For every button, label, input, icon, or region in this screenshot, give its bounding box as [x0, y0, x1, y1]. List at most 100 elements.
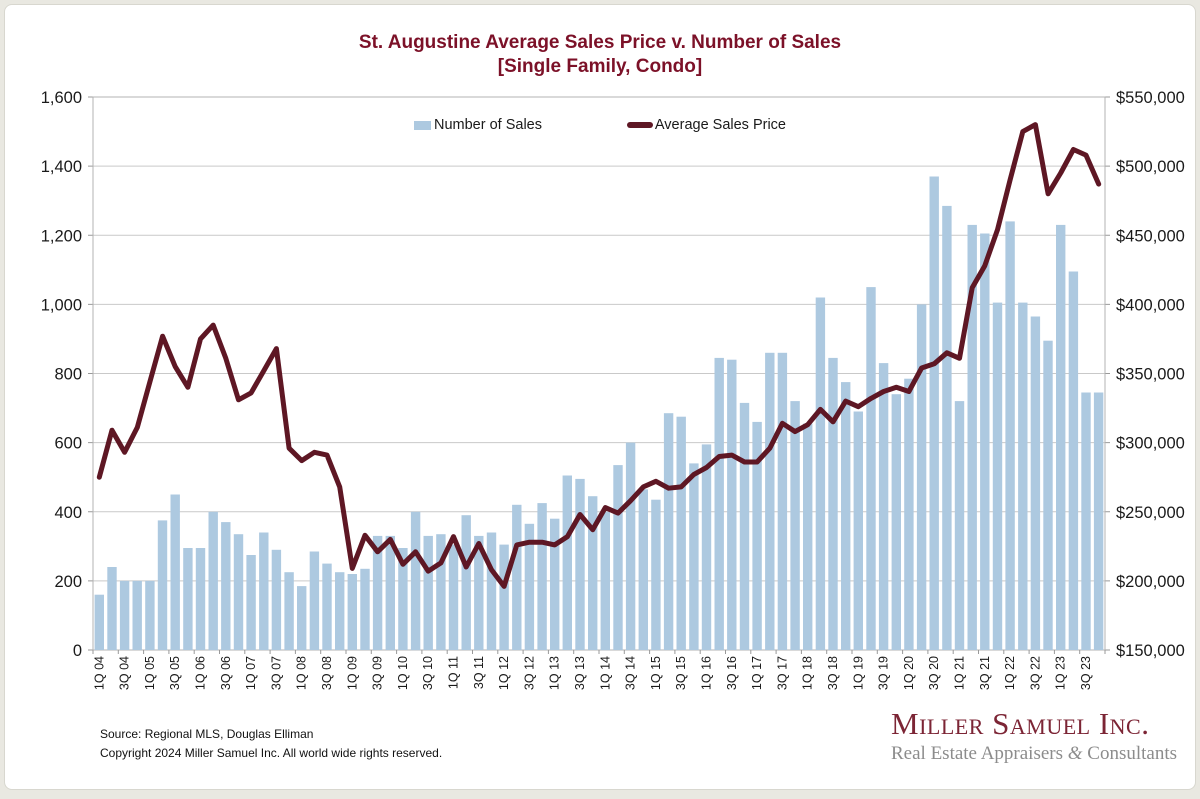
x-axis-label: 3Q 23 [1079, 656, 1093, 690]
x-axis-label: 1Q 20 [902, 656, 916, 690]
x-axis-label: 1Q 09 [345, 656, 359, 690]
y-axis-label-left: 1,400 [41, 158, 82, 176]
bar-number-of-sales [284, 572, 293, 650]
bar-number-of-sales [95, 595, 104, 650]
logo-name: Miller Samuel Inc. [891, 708, 1177, 741]
bar-number-of-sales [677, 417, 686, 650]
x-axis-label: 1Q 04 [92, 656, 106, 690]
x-axis-label: 3Q 16 [725, 656, 739, 690]
y-axis-label-right: $350,000 [1116, 366, 1185, 384]
bar-number-of-sales [234, 534, 243, 650]
bar-number-of-sales [183, 548, 192, 650]
bar-number-of-sales [803, 424, 812, 650]
logo-tagline: Real Estate Appraisers & Consultants [891, 743, 1177, 765]
bar-number-of-sales [904, 379, 913, 650]
y-axis-label-left: 800 [54, 366, 82, 384]
bar-number-of-sales [727, 360, 736, 650]
x-axis-label: 1Q 22 [1003, 656, 1017, 690]
x-axis-label: 1Q 21 [953, 656, 967, 690]
bar-number-of-sales [626, 443, 635, 650]
bar-number-of-sales [563, 476, 572, 651]
bar-number-of-sales [841, 382, 850, 650]
bar-number-of-sales [158, 520, 167, 650]
bar-number-of-sales [765, 353, 774, 650]
bar-number-of-sales [107, 567, 116, 650]
x-axis-label: 3Q 12 [522, 656, 536, 690]
bar-number-of-sales [828, 358, 837, 650]
x-axis-label: 3Q 18 [826, 656, 840, 690]
bar-number-of-sales [449, 545, 458, 650]
y-axis-label-left: 1,000 [41, 296, 82, 314]
y-axis-label-left: 200 [54, 573, 82, 591]
bar-number-of-sales [664, 413, 673, 650]
bar-number-of-sales [550, 519, 559, 650]
bar-number-of-sales [120, 581, 129, 650]
bar-number-of-sales [1018, 303, 1027, 650]
x-axis-label: 1Q 18 [801, 656, 815, 690]
x-axis-label: 1Q 08 [295, 656, 309, 690]
bar-number-of-sales [272, 550, 281, 650]
bar-number-of-sales [980, 234, 989, 651]
bar-number-of-sales [297, 586, 306, 650]
bar-number-of-sales [322, 564, 331, 650]
bar-number-of-sales [512, 505, 521, 650]
copyright-note: Copyright 2024 Miller Samuel Inc. All wo… [100, 744, 442, 763]
x-axis-label: 1Q 12 [497, 656, 511, 690]
bar-number-of-sales [1005, 221, 1014, 650]
bar-number-of-sales [790, 401, 799, 650]
bar-number-of-sales [778, 353, 787, 650]
chart-card: St. Augustine Average Sales Price v. Num… [4, 4, 1196, 790]
x-axis-label: 3Q 20 [927, 656, 941, 690]
sales-price-chart: 02004006008001,0001,2001,4001,600$150,00… [5, 5, 1200, 799]
bar-number-of-sales [499, 545, 508, 650]
bar-number-of-sales [892, 394, 901, 650]
bar-number-of-sales [740, 403, 749, 650]
bar-number-of-sales [221, 522, 230, 650]
bar-number-of-sales [955, 401, 964, 650]
y-axis-label-left: 0 [73, 642, 82, 660]
bar-number-of-sales [209, 512, 218, 650]
bar-number-of-sales [639, 489, 648, 650]
bar-number-of-sales [942, 206, 951, 650]
bar-number-of-sales [689, 463, 698, 650]
bar-number-of-sales [196, 548, 205, 650]
bar-number-of-sales [145, 581, 154, 650]
x-axis-label: 1Q 07 [244, 656, 258, 690]
y-axis-label-right: $500,000 [1116, 158, 1185, 176]
source-note: Source: Regional MLS, Douglas Elliman [100, 725, 442, 744]
bar-number-of-sales [171, 495, 180, 651]
bar-number-of-sales [1081, 393, 1090, 651]
bar-number-of-sales [613, 465, 622, 650]
ampersand: & [1068, 743, 1083, 764]
x-axis-label: 1Q 11 [447, 656, 461, 689]
bar-number-of-sales [993, 303, 1002, 650]
bar-number-of-sales [651, 500, 660, 650]
bar-number-of-sales [1069, 272, 1078, 651]
bar-number-of-sales [386, 536, 395, 650]
bar-number-of-sales [487, 533, 496, 651]
miller-samuel-logo: Miller Samuel Inc. Real Estate Appraiser… [891, 708, 1177, 765]
bar-number-of-sales [411, 512, 420, 650]
x-axis-label: 3Q 15 [674, 656, 688, 690]
bar-number-of-sales [930, 177, 939, 651]
bar-number-of-sales [1094, 393, 1103, 651]
y-axis-label-right: $250,000 [1116, 504, 1185, 522]
bar-number-of-sales [360, 569, 369, 650]
bar-number-of-sales [462, 515, 471, 650]
x-axis-label: 3Q 14 [624, 656, 638, 690]
bar-number-of-sales [335, 572, 344, 650]
bar-number-of-sales [715, 358, 724, 650]
x-axis-label: 3Q 04 [118, 656, 132, 690]
bar-number-of-sales [879, 363, 888, 650]
x-axis-label: 3Q 19 [877, 656, 891, 690]
x-axis-label: 1Q 17 [750, 656, 764, 690]
y-axis-label-left: 1,600 [41, 89, 82, 107]
bar-number-of-sales [310, 552, 319, 651]
bar-number-of-sales [1031, 317, 1040, 651]
y-axis-label-right: $150,000 [1116, 642, 1185, 660]
y-axis-label-right: $300,000 [1116, 435, 1185, 453]
x-axis-label: 1Q 15 [649, 656, 663, 690]
x-axis-label: 3Q 21 [978, 656, 992, 690]
bar-number-of-sales [1043, 341, 1052, 650]
bar-number-of-sales [348, 574, 357, 650]
